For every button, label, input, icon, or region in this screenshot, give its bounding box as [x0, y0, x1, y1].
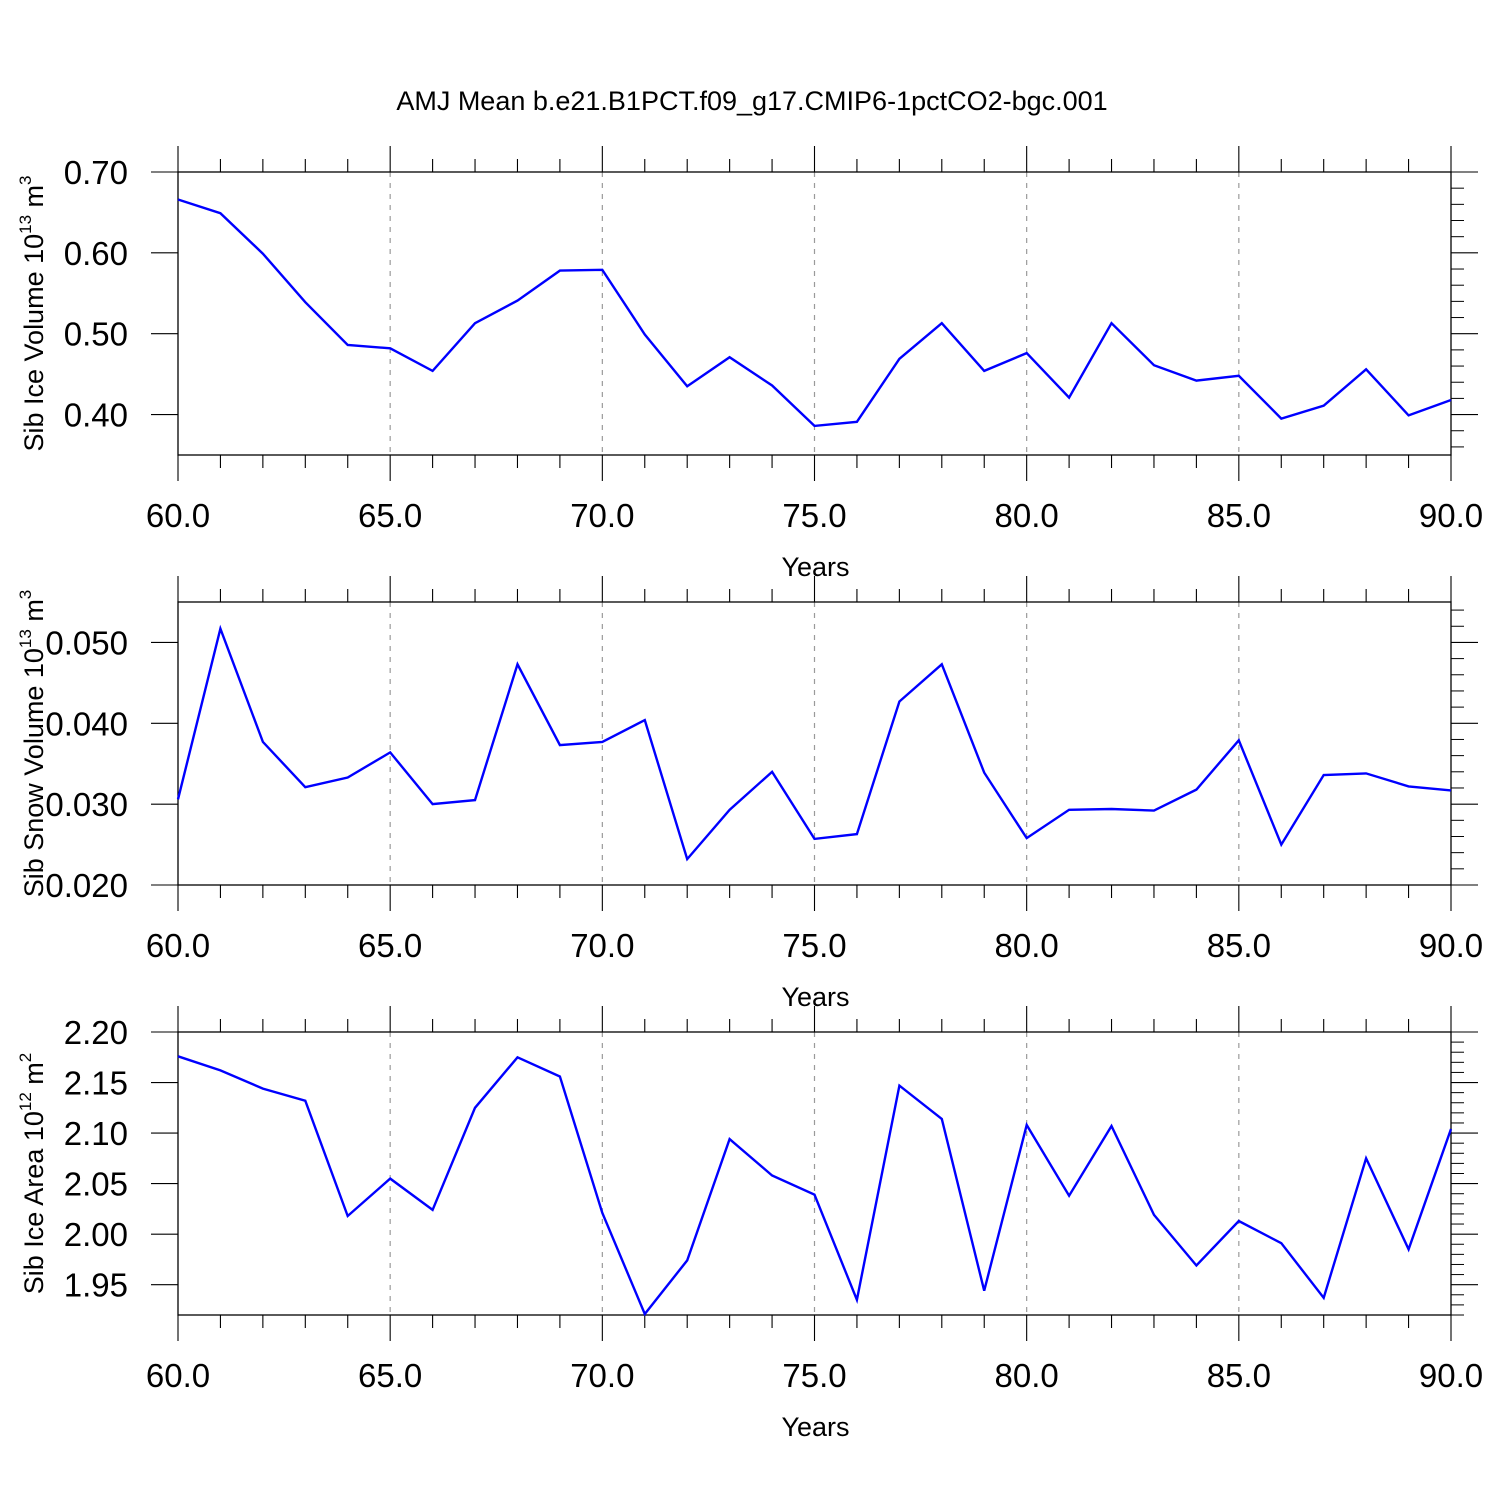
y-tick-label: 2.20 [64, 1014, 128, 1051]
panel-3: 60.0 65.0 70.0 75.0 80.0 85.0 90.0 1.95 2.00 2.05… [16, 1006, 1483, 1442]
x-tick-label: 90.0 [1419, 497, 1483, 534]
plot-frame [177, 601, 1452, 886]
y-axis-label: Sib Ice Volume 1013 m3 [16, 175, 49, 451]
x-axis-label: Years [781, 552, 849, 582]
x-tick-label: 85.0 [1207, 1357, 1271, 1394]
x-tick-label: 90.0 [1419, 1357, 1483, 1394]
x-tick-label: 65.0 [358, 497, 422, 534]
x-tick-label: 90.0 [1419, 927, 1483, 964]
y-axis-label: Sib Ice Area 1012 m2 [16, 1053, 49, 1295]
figure-title: AMJ Mean b.e21.B1PCT.f09_g17.CMIP6-1pctC… [396, 86, 1107, 116]
y-tick-label: 0.040 [45, 705, 128, 742]
x-tick-label: 65.0 [358, 927, 422, 964]
y-axis-label: Sib Snow Volume 1013 m3 [16, 590, 49, 898]
y-tick-label: 2.05 [64, 1166, 128, 1203]
y-tick-label: 0.020 [45, 867, 128, 904]
y-tick-label: 0.60 [64, 235, 128, 272]
x-tick-label: 80.0 [995, 497, 1059, 534]
x-axis-label: Years [781, 982, 849, 1012]
y-tick-label: 0.50 [64, 316, 128, 353]
x-tick-label: 70.0 [570, 497, 634, 534]
x-tick-label: 80.0 [995, 927, 1059, 964]
y-tick-label: 0.050 [45, 624, 128, 661]
y-tick-label: 2.00 [64, 1216, 128, 1253]
y-tick-label: 2.15 [64, 1065, 128, 1102]
x-tick-label: 75.0 [782, 497, 846, 534]
x-tick-label: 60.0 [146, 497, 210, 534]
x-tick-label: 70.0 [570, 1357, 634, 1394]
panel-2: 60.0 65.0 70.0 75.0 80.0 85.0 90.0 0.020 0.030 0.… [16, 576, 1483, 1012]
series-line [176, 624, 1452, 862]
y-tick-label: 0.030 [45, 786, 128, 823]
panel-1: 60.0 65.0 70.0 75.0 80.0 85.0 90.0 0.40 0.50 0.60… [16, 146, 1483, 582]
x-tick-label: 80.0 [995, 1357, 1059, 1394]
x-tick-label: 85.0 [1207, 497, 1271, 534]
x-tick-label: 85.0 [1207, 927, 1271, 964]
x-tick-label: 65.0 [358, 1357, 422, 1394]
plot-frame [177, 171, 1452, 456]
x-tick-label: 75.0 [782, 1357, 846, 1394]
y-tick-label: 0.70 [64, 154, 128, 191]
y-tick-label: 1.95 [64, 1267, 128, 1304]
series-line [177, 1055, 1453, 1317]
plot-frame [177, 1031, 1452, 1316]
x-tick-label: 70.0 [570, 927, 634, 964]
series-line [177, 198, 1452, 428]
x-tick-label: 75.0 [782, 927, 846, 964]
x-tick-label: 60.0 [146, 927, 210, 964]
y-tick-label: 0.40 [64, 397, 128, 434]
x-tick-label: 60.0 [146, 1357, 210, 1394]
y-tick-label: 2.10 [64, 1115, 128, 1152]
x-axis-label: Years [781, 1412, 849, 1442]
